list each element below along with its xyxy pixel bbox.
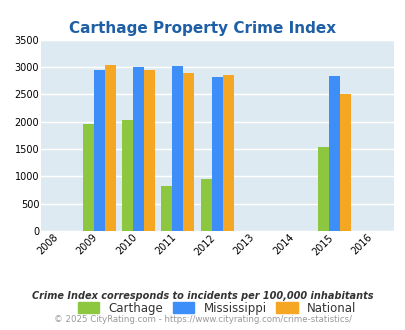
Bar (122, 120, 133, 231)
Legend: Carthage, Mississippi, National: Carthage, Mississippi, National (75, 298, 359, 318)
Bar (144, 70, 155, 231)
Bar (200, 179, 211, 231)
Bar (340, 94, 351, 231)
Bar (94, 70, 105, 231)
Bar (318, 147, 328, 231)
Bar (161, 185, 172, 231)
Text: © 2025 CityRating.com - https://www.cityrating.com/crime-statistics/: © 2025 CityRating.com - https://www.city… (54, 315, 351, 324)
Text: Carthage Property Crime Index: Carthage Property Crime Index (69, 21, 336, 36)
Text: Crime Index corresponds to incidents per 100,000 inhabitants: Crime Index corresponds to incidents per… (32, 291, 373, 301)
Bar (105, 65, 116, 231)
Bar (222, 75, 233, 231)
Bar (328, 76, 340, 231)
Bar (133, 67, 144, 231)
Bar (172, 66, 183, 231)
Bar (83, 124, 94, 231)
Bar (183, 73, 194, 231)
Bar (211, 77, 222, 231)
